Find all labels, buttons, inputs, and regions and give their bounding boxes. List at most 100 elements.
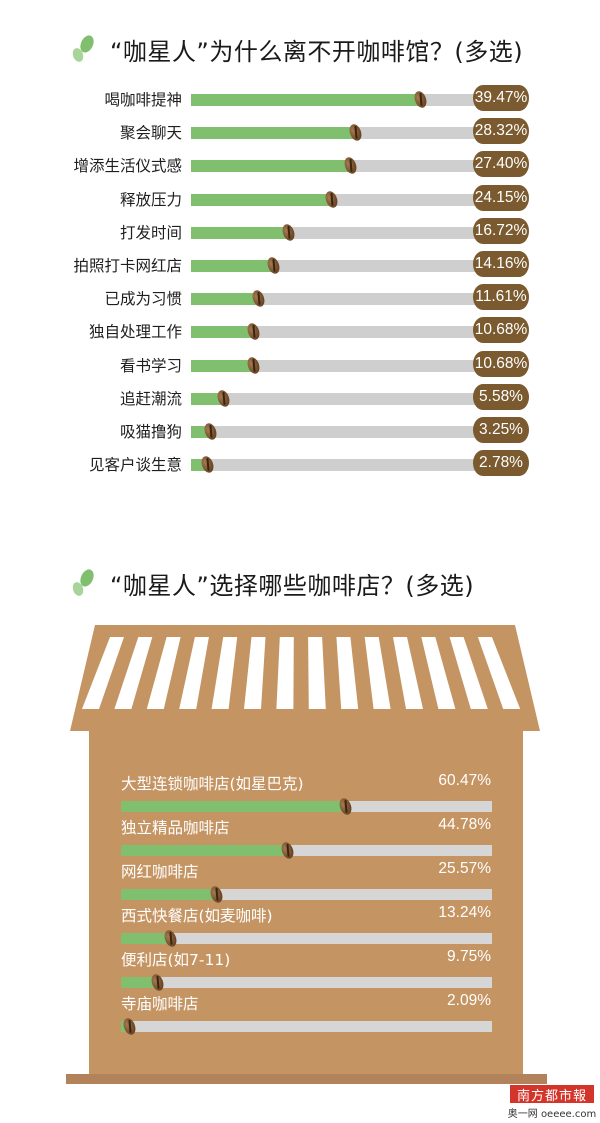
coffee-leaf-icon [72, 569, 94, 596]
value-label: 2.78% [473, 450, 529, 477]
awning-stripe [308, 637, 326, 709]
category-label: 释放压力 [119, 190, 182, 209]
awning-stripe [82, 637, 124, 709]
value-label: 2.09% [447, 992, 491, 1009]
bar-track [191, 156, 481, 176]
bar [121, 889, 216, 900]
bar [121, 801, 346, 812]
value-label: 14.16% [473, 251, 529, 277]
value-label: 39.47% [473, 85, 529, 111]
value-label: 10.68% [473, 350, 529, 377]
bar-track [191, 355, 481, 375]
awning-stripe [244, 637, 266, 709]
bar-row: 追赶潮流 5.58% [0, 383, 600, 411]
chart1-title-text: “咖星人”为什么离不开咖啡馆？(多选) [110, 37, 524, 66]
coffee-bean-icon [280, 222, 297, 243]
coffee-bean-icon [250, 288, 267, 309]
category-label: 便利店(如7-11) [121, 951, 231, 969]
value-label: 28.32% [473, 118, 529, 145]
bar-track [191, 89, 481, 110]
bar-track [191, 122, 481, 143]
coffee-bean-icon [208, 884, 225, 905]
category-label: 已成为习惯 [104, 290, 182, 309]
value-label: 16.72% [473, 217, 529, 244]
bar-row: 西式快餐店(如麦咖啡) 13.24% [121, 904, 493, 949]
bar-track [121, 1016, 492, 1037]
coffee-bean-icon [199, 454, 216, 475]
bar-row: 拍照打卡网红店 14.16% [0, 251, 600, 278]
bar [191, 293, 259, 306]
category-label: 增添生活仪式感 [73, 157, 182, 176]
coffee-bean-icon [323, 189, 340, 209]
category-label: 独立精品咖啡店 [121, 819, 230, 837]
coffee-bean-icon [149, 972, 166, 993]
value-label: 13.24% [438, 904, 491, 921]
bar-row: 独立精品咖啡店 44.78% [121, 816, 493, 861]
chart2-title-text: “咖星人”选择哪些咖啡店？(多选) [110, 571, 475, 600]
value-label: 27.40% [473, 151, 529, 178]
bar-row: 大型连锁咖啡店(如星巴克) 60.47% [121, 772, 493, 817]
coffee-bean-icon [245, 355, 262, 375]
bar [191, 226, 288, 239]
chart1-title: “咖星人”为什么离不开咖啡馆？(多选) [70, 32, 523, 66]
value-label: 3.25% [473, 417, 529, 443]
bar-row: 独自处理工作 10.68% [0, 317, 600, 344]
category-label: 聚会聊天 [119, 124, 182, 143]
bar-row: 增添生活仪式感 27.40% [0, 151, 600, 178]
bar [121, 977, 158, 988]
bar [191, 160, 350, 173]
bar-row: 打发时间 16.72% [0, 217, 600, 245]
value-label: 11.61% [473, 284, 529, 311]
coffee-bean-icon [337, 796, 354, 817]
bar [191, 260, 274, 272]
chart2-title: “咖星人”选择哪些咖啡店？(多选) [70, 566, 474, 600]
value-label: 9.75% [447, 948, 491, 965]
awning-stripe [146, 637, 181, 709]
value-label: 44.78% [438, 816, 491, 833]
bar-track [121, 972, 492, 993]
coffee-bean-icon [121, 1016, 138, 1037]
value-label: 5.58% [473, 383, 529, 410]
coffee-bean-icon [279, 840, 296, 861]
coffee-bean-icon [265, 255, 282, 276]
bar-track [191, 189, 481, 209]
coffee-bean-icon [412, 89, 429, 110]
bar-row: 已成为习惯 11.61% [0, 284, 600, 311]
awning-stripe [336, 637, 359, 709]
category-label: 喝咖啡提神 [104, 91, 182, 109]
coffee-bean-icon [342, 156, 359, 176]
bar-row: 便利店(如7-11) 9.75% [121, 948, 493, 993]
bar-track [191, 288, 481, 309]
value-label: 60.47% [438, 772, 491, 789]
bar-track [191, 322, 481, 342]
bar [191, 193, 332, 206]
bar-track [191, 255, 481, 276]
logo-bottom-text: 奥一网 oeeee.com [507, 1109, 597, 1120]
bar-track [191, 421, 481, 442]
bar-row: 吸猫撸狗 3.25% [0, 417, 600, 444]
category-label: 网红咖啡店 [121, 863, 199, 881]
bar [191, 392, 224, 405]
category-label: 独自处理工作 [88, 323, 182, 342]
coffee-bean-icon [215, 388, 232, 409]
coffee-bean-icon [245, 322, 262, 342]
bar-row: 喝咖啡提神 39.47% [0, 85, 600, 112]
bar-track [121, 796, 492, 817]
category-label: 大型连锁咖啡店(如星巴克) [121, 775, 304, 793]
coffee-bean-icon [347, 122, 364, 143]
bar [191, 359, 253, 372]
bar [191, 127, 356, 140]
awning-stripe [421, 637, 456, 709]
bar-track [121, 884, 492, 905]
category-label: 西式快餐店(如麦咖啡) [121, 907, 273, 925]
awning-stripe [364, 637, 391, 709]
value-label: 25.57% [438, 860, 491, 877]
bar-row: 释放压力 24.15% [0, 184, 600, 212]
bar-track [121, 840, 492, 861]
bar-row: 寺庙咖啡店 2.09% [121, 992, 493, 1037]
awning-stripe [114, 637, 153, 709]
value-label: 24.15% [473, 184, 529, 211]
logo-top-text: 南方都市報 [510, 1085, 594, 1104]
category-label: 追赶潮流 [119, 389, 182, 408]
bar [191, 326, 253, 339]
